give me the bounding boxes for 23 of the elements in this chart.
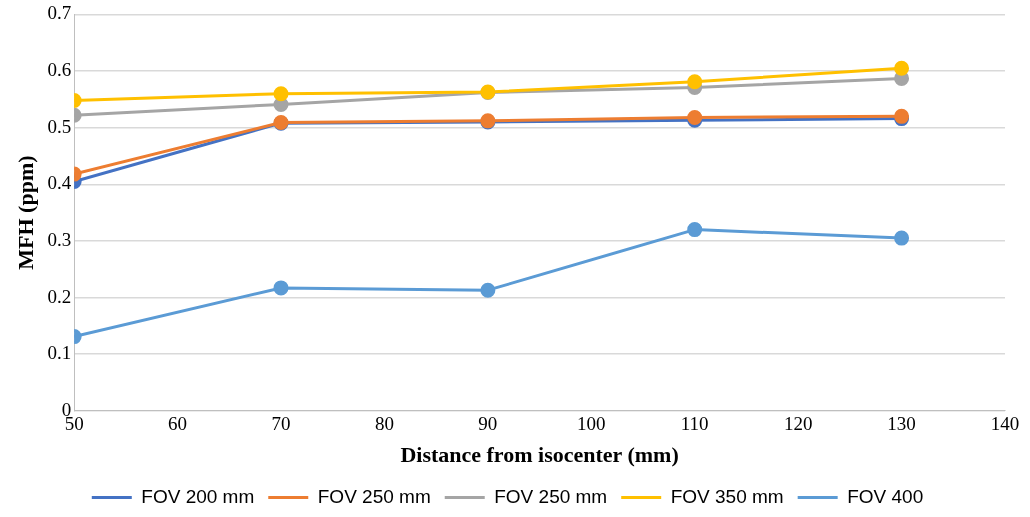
x-tick-label: 100 [577, 413, 606, 435]
x-axis-title: Distance from isocenter (mm) [400, 442, 679, 468]
legend-label: FOV 400 [847, 485, 924, 507]
y-tick-label: 0.5 [47, 115, 72, 137]
legend-label: FOV 350 mm [670, 485, 784, 507]
legend-label: FOV 200 mm [141, 485, 255, 507]
x-tick-label: 60 [168, 413, 188, 435]
x-tick-label: 140 [990, 413, 1020, 435]
y-tick-label: 0.3 [47, 228, 72, 250]
y-tick-label: 0.4 [47, 172, 72, 194]
x-tick-label: 110 [680, 413, 709, 435]
y-tick-label: 0.1 [47, 342, 72, 364]
y-axis-title: MFH (ppm) [12, 155, 38, 270]
x-tick-label: 90 [478, 413, 498, 435]
legend-label: FOV 250 mm [494, 485, 608, 507]
x-tick-label: 130 [887, 413, 916, 435]
x-tick-label: 120 [783, 413, 813, 435]
x-tick-label: 80 [374, 413, 394, 435]
y-tick-label: 0.7 [47, 2, 72, 24]
legend-label: FOV 250 mm [317, 485, 431, 507]
x-tick-label: 70 [271, 413, 291, 435]
y-tick-label: 0.2 [47, 285, 72, 307]
y-tick-label: 0.6 [47, 59, 72, 81]
